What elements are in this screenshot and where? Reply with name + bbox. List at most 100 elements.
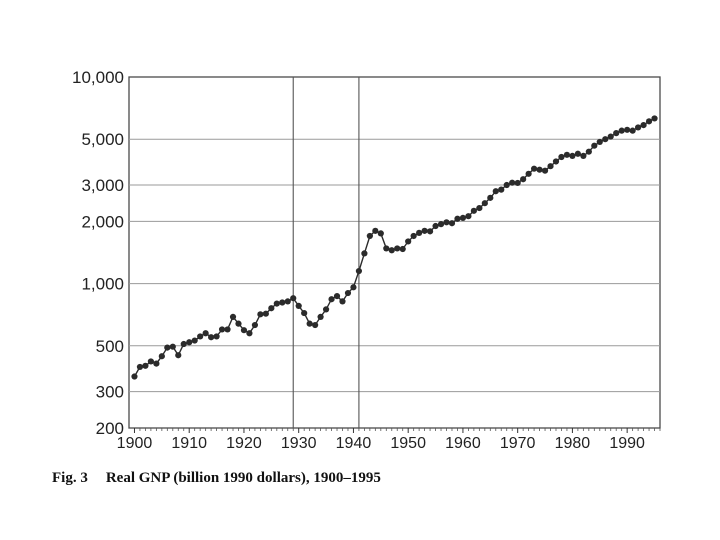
- x-tick-label: 1960: [445, 435, 481, 452]
- data-point: [399, 245, 406, 253]
- x-tick-label: 1950: [390, 435, 426, 452]
- data-point: [443, 219, 450, 226]
- data-point: [645, 118, 653, 125]
- figure-caption: Fig. 3 Real GNP (billion 1990 dollars), 1…: [52, 470, 381, 487]
- data-point: [350, 284, 357, 291]
- data-point: [153, 360, 160, 367]
- data-point: [602, 136, 609, 143]
- data-point: [273, 300, 280, 307]
- data-point: [552, 158, 560, 165]
- data-point: [498, 186, 505, 193]
- data-point: [240, 327, 248, 334]
- data-point: [459, 214, 467, 221]
- data-point: [394, 245, 401, 252]
- data-point: [328, 296, 335, 303]
- data-point: [312, 321, 319, 329]
- data-point: [284, 298, 291, 305]
- data-point: [465, 213, 472, 220]
- real-gnp-chart: 200 300 500 1,000 2,000 3,000 5,000 10,000 1900…: [72, 68, 661, 452]
- data-point: [530, 165, 538, 172]
- data-point: [208, 334, 215, 341]
- data-point: [525, 170, 532, 177]
- y-axis: 200 300 500 1,000 2,000 3,000 5,000 10,000: [72, 68, 124, 438]
- data-point: [607, 133, 614, 140]
- data-point: [416, 229, 423, 236]
- figure-title: Real GNP (billion 1990 dollars), 1900–19…: [105, 470, 381, 486]
- data-point: [229, 313, 237, 320]
- data-point: [487, 194, 494, 201]
- data-point: [306, 320, 313, 327]
- data-point: [257, 311, 264, 318]
- data-point: [377, 230, 384, 237]
- data-point: [301, 309, 308, 317]
- x-tick-label: 1930: [281, 435, 317, 452]
- data-point: [541, 167, 549, 174]
- x-tick-label: 1970: [500, 435, 536, 452]
- x-axis: 1900 1910 1920 1930 1940 1950 1960 1970 1980 1990: [117, 428, 661, 452]
- data-point: [470, 207, 477, 214]
- data-point: [361, 250, 368, 257]
- data-point: [547, 163, 554, 170]
- plot-area: [128, 76, 661, 429]
- data-point: [426, 228, 434, 235]
- data-point: [136, 363, 144, 371]
- data-point: [591, 142, 598, 149]
- data-point: [635, 124, 642, 131]
- gnp-data-points: [131, 115, 658, 380]
- data-point: [142, 362, 149, 369]
- data-point: [175, 352, 182, 359]
- x-tick-label: 1900: [117, 435, 153, 452]
- data-point: [186, 339, 193, 346]
- data-point: [333, 292, 341, 300]
- data-point: [197, 333, 204, 340]
- y-tick-label: 300: [96, 383, 124, 402]
- data-point: [613, 130, 620, 137]
- data-point: [290, 295, 297, 302]
- data-point: [191, 337, 198, 344]
- x-tick-label: 1980: [555, 435, 591, 452]
- data-point: [476, 204, 483, 212]
- data-point: [218, 326, 226, 333]
- data-point: [580, 152, 587, 160]
- data-point: [131, 373, 138, 380]
- x-tick-label: 1990: [609, 435, 645, 452]
- y-tick-label: 10,000: [72, 68, 124, 87]
- data-point: [448, 220, 456, 227]
- data-point: [383, 245, 390, 252]
- data-point: [169, 343, 176, 350]
- x-tick-label: 1920: [226, 435, 262, 452]
- data-point: [536, 166, 543, 173]
- y-tick-label: 200: [96, 419, 124, 438]
- data-point: [224, 326, 231, 333]
- data-point: [372, 227, 379, 234]
- data-point: [558, 153, 565, 161]
- data-point: [339, 298, 346, 305]
- data-point: [492, 188, 499, 195]
- y-tick-label: 3,000: [81, 176, 124, 195]
- data-point: [180, 340, 187, 348]
- data-point: [520, 176, 527, 183]
- data-point: [158, 353, 165, 360]
- x-tick-label: 1940: [336, 435, 372, 452]
- data-point: [596, 138, 603, 146]
- data-point: [618, 127, 625, 134]
- data-point: [366, 232, 373, 240]
- data-point: [164, 344, 171, 351]
- y-tick-label: 500: [96, 337, 124, 356]
- data-point: [246, 330, 253, 337]
- x-tick-label: 1910: [171, 435, 207, 452]
- data-point: [344, 289, 352, 297]
- data-point: [514, 179, 521, 187]
- data-point: [629, 127, 636, 134]
- data-point: [251, 321, 259, 329]
- data-point: [213, 333, 220, 340]
- data-point: [437, 221, 445, 228]
- data-point: [503, 181, 510, 189]
- reference-lines: [292, 77, 360, 428]
- data-point: [355, 267, 363, 275]
- figure-number: Fig. 3: [52, 470, 88, 486]
- data-point: [322, 306, 330, 313]
- data-point: [279, 299, 286, 306]
- data-point: [651, 115, 658, 122]
